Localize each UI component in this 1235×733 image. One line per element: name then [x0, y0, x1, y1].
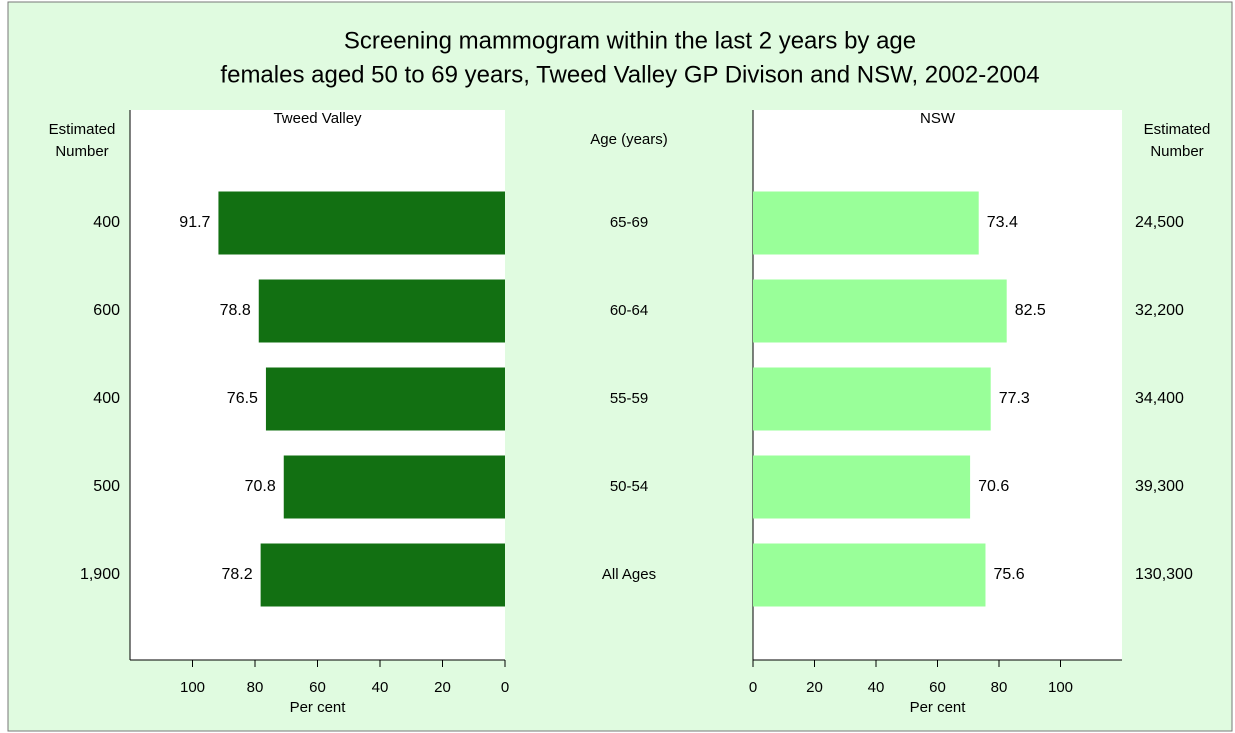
value-label: 91.7 — [179, 214, 210, 231]
count-label: 34,400 — [1135, 390, 1184, 407]
category-label: All Ages — [602, 566, 656, 583]
x-axis-label: Per cent — [910, 699, 967, 716]
panel-title: Tweed Valley — [273, 110, 362, 127]
bar — [753, 543, 986, 607]
count-label: 32,200 — [1135, 302, 1184, 319]
chart-title: Screening mammogram within the last 2 ye… — [344, 27, 916, 54]
value-label: 70.6 — [978, 478, 1009, 495]
value-label: 76.5 — [227, 390, 258, 407]
category-label: 55-59 — [610, 390, 648, 407]
count-label: 400 — [93, 390, 120, 407]
x-axis-label: Per cent — [290, 699, 347, 716]
count-label: 39,300 — [1135, 478, 1184, 495]
x-tick-label: 100 — [180, 679, 205, 696]
x-tick-label: 60 — [929, 679, 946, 696]
bar — [218, 191, 505, 255]
x-tick-label: 80 — [247, 679, 264, 696]
panel-title: NSW — [920, 110, 956, 127]
count-label: 1,900 — [80, 566, 120, 583]
category-label: 65-69 — [610, 214, 648, 231]
bar — [260, 543, 505, 607]
count-label: 24,500 — [1135, 214, 1184, 231]
value-label: 70.8 — [245, 478, 276, 495]
x-tick-label: 20 — [806, 679, 823, 696]
bar — [753, 455, 971, 519]
bar — [753, 191, 979, 255]
count-header: Estimated — [1144, 121, 1211, 138]
value-label: 78.8 — [220, 302, 251, 319]
x-tick-label: 80 — [991, 679, 1008, 696]
bar — [283, 455, 505, 519]
count-label: 500 — [93, 478, 120, 495]
x-tick-label: 0 — [749, 679, 757, 696]
x-tick-label: 20 — [434, 679, 451, 696]
category-label: 50-54 — [610, 478, 648, 495]
count-header: Number — [55, 143, 108, 160]
value-label: 82.5 — [1015, 302, 1046, 319]
count-label: 130,300 — [1135, 566, 1193, 583]
value-label: 77.3 — [999, 390, 1030, 407]
bar — [753, 367, 991, 431]
category-label: 60-64 — [610, 302, 648, 319]
count-label: 400 — [93, 214, 120, 231]
value-label: 73.4 — [987, 214, 1018, 231]
x-tick-label: 40 — [372, 679, 389, 696]
count-header: Number — [1150, 143, 1203, 160]
bar — [753, 279, 1007, 343]
x-tick-label: 60 — [309, 679, 326, 696]
chart-subtitle: females aged 50 to 69 years, Tweed Valle… — [220, 61, 1039, 88]
bar — [265, 367, 505, 431]
x-tick-label: 40 — [868, 679, 885, 696]
value-label: 78.2 — [221, 566, 252, 583]
bar — [258, 279, 505, 343]
count-label: 600 — [93, 302, 120, 319]
x-tick-label: 0 — [501, 679, 509, 696]
category-label: Age (years) — [590, 131, 668, 148]
value-label: 75.6 — [993, 566, 1024, 583]
count-header: Estimated — [49, 121, 116, 138]
x-tick-label: 100 — [1048, 679, 1073, 696]
